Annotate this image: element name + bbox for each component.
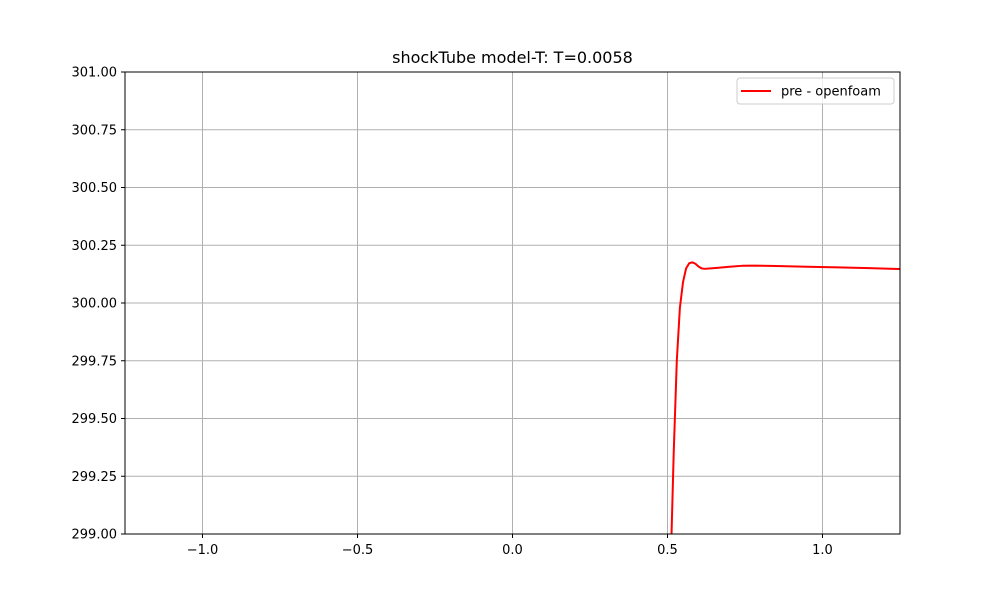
y-tick-label: 301.00 — [72, 66, 118, 81]
ticks: −1.0 −0.5 0.0 0.5 1.0 299.00 299.25 299.50 299.7… — [72, 66, 833, 559]
y-tick-label: 300.75 — [72, 123, 118, 138]
x-tick-label: 0.0 — [502, 543, 523, 558]
grid — [125, 71, 900, 535]
y-tick-label: 299.50 — [72, 412, 118, 427]
y-tick-label: 299.25 — [72, 470, 118, 485]
legend: pre - openfoam — [736, 77, 895, 105]
chart-title: shockTube model-T: T=0.0058 — [392, 48, 633, 67]
y-tick-label: 299.00 — [72, 528, 118, 543]
series-line-pre-openfoam — [670, 261, 900, 534]
series-layer — [670, 261, 900, 534]
y-tick-label: 299.75 — [72, 354, 118, 369]
x-tick-label: 1.0 — [812, 543, 833, 558]
y-tick-label: 300.50 — [72, 181, 118, 196]
legend-box — [736, 77, 895, 105]
x-tick-label: −1.0 — [187, 543, 219, 558]
y-tick-label: 300.25 — [72, 239, 118, 254]
x-tick-label: 0.5 — [657, 543, 678, 558]
legend-label: pre - openfoam — [781, 85, 881, 100]
y-tick-label: 300.00 — [72, 297, 118, 312]
x-tick-label: −0.5 — [342, 543, 374, 558]
